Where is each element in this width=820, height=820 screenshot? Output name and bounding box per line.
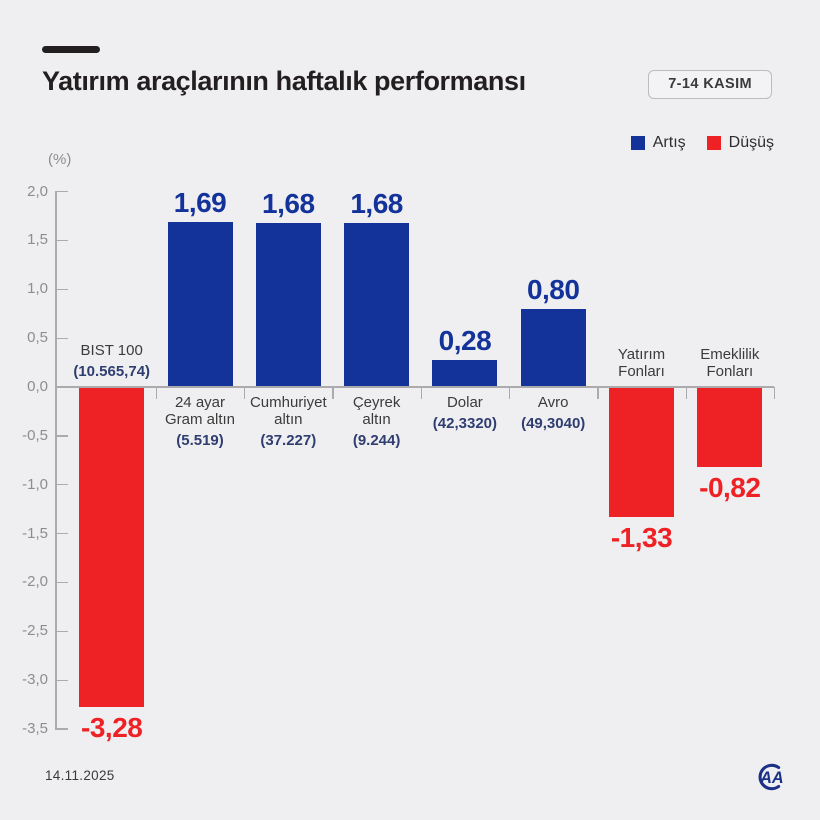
y-tick-mark bbox=[55, 484, 68, 486]
aa-agency-logo-icon: AA bbox=[753, 759, 789, 795]
y-tick-label: -2,0 bbox=[22, 573, 48, 591]
category-name-line: Fonları bbox=[618, 363, 665, 380]
category-current-value: (9.244) bbox=[352, 432, 401, 449]
bar-bist-100 bbox=[79, 388, 145, 708]
legend-item-0: Artış bbox=[630, 134, 686, 152]
category-label: Cumhuriyet altın (37.227) bbox=[218, 394, 358, 449]
bar-value-label: 1,68 bbox=[262, 187, 315, 219]
bar-cumhuriyet-altın bbox=[255, 222, 321, 386]
page-title: Yatırım araçlarının haftalık performansı bbox=[42, 66, 526, 96]
y-tick-label: -3,5 bbox=[22, 719, 48, 737]
category-name-line: Dolar bbox=[446, 394, 483, 411]
bar-çeyrek-altın bbox=[344, 222, 410, 386]
category-boundary-tick bbox=[597, 387, 599, 399]
bar-value-label: 1,69 bbox=[173, 186, 227, 218]
legend: Artış Düşüş bbox=[630, 134, 774, 152]
category-current-value: (37.227) bbox=[260, 432, 317, 449]
category-name-line: Gram altın bbox=[164, 411, 236, 428]
category-label: Çeyrek altın (9.244) bbox=[307, 394, 447, 449]
y-tick-label: 1,5 bbox=[27, 231, 48, 249]
y-tick-label: -2,5 bbox=[22, 622, 48, 640]
category-label: 24 ayar Gram altın (5.519) bbox=[130, 394, 270, 449]
y-tick-label: 2,0 bbox=[27, 182, 48, 200]
y-axis-unit-label: (%) bbox=[48, 151, 72, 168]
bar-value-label: 1,68 bbox=[350, 187, 403, 219]
bar-value-label: -0,82 bbox=[699, 472, 761, 504]
y-tick-label: 0,5 bbox=[27, 329, 48, 347]
category-name-line: altın bbox=[274, 411, 303, 428]
svg-text:AA: AA bbox=[759, 769, 783, 787]
date-range-badge: 7-14 KASIM bbox=[648, 70, 772, 99]
bar-value-label: 0,80 bbox=[526, 273, 580, 305]
bar-value-label: 0,28 bbox=[438, 324, 492, 356]
legend-label: Düşüş bbox=[728, 134, 774, 151]
category-name-line: 24 ayar bbox=[174, 394, 226, 411]
category-label: Yatırım Fonları bbox=[572, 346, 712, 380]
y-tick-mark bbox=[55, 288, 68, 290]
y-tick-mark bbox=[55, 435, 68, 437]
y-tick-mark bbox=[55, 191, 68, 193]
category-name-line: Cumhuriyet bbox=[249, 394, 327, 411]
y-tick-label: -1,5 bbox=[22, 524, 48, 542]
title-dash bbox=[42, 46, 100, 53]
y-axis-line bbox=[55, 191, 57, 729]
footer-date: 14.11.2025 bbox=[45, 768, 115, 783]
category-name-line: altın bbox=[362, 411, 391, 428]
y-tick-mark bbox=[55, 630, 68, 632]
bar-dolar bbox=[432, 359, 498, 386]
category-current-value: (42,3320) bbox=[432, 415, 497, 432]
category-name-line: Yatırım bbox=[617, 346, 666, 363]
legend-swatch-icon bbox=[630, 136, 645, 150]
category-boundary-tick bbox=[685, 387, 687, 399]
bar-value-label: -1,33 bbox=[610, 521, 673, 553]
bar-emeklilik-fonları bbox=[697, 388, 763, 468]
category-boundary-tick bbox=[244, 387, 246, 399]
y-tick-label: -0,5 bbox=[22, 426, 48, 444]
category-current-value: (49,3040) bbox=[521, 415, 586, 432]
category-current-value: (10.565,74) bbox=[73, 363, 151, 380]
category-name-line: Avro bbox=[537, 394, 569, 411]
zero-baseline bbox=[55, 386, 774, 388]
legend-swatch-icon bbox=[706, 136, 721, 150]
bar-avro bbox=[520, 308, 586, 386]
y-tick-mark bbox=[55, 728, 68, 730]
category-label: Avro (49,3040) bbox=[483, 394, 623, 432]
y-tick-mark bbox=[55, 533, 68, 535]
y-tick-label: 0,0 bbox=[27, 378, 48, 395]
y-tick-label: 1,0 bbox=[27, 280, 48, 298]
category-boundary-tick bbox=[773, 387, 776, 399]
legend-item-1: Düşüş bbox=[706, 134, 774, 152]
category-boundary-tick bbox=[420, 387, 422, 399]
y-tick-mark bbox=[55, 337, 68, 339]
y-tick-mark bbox=[55, 581, 68, 584]
category-label: BIST 100 (10.565,74) bbox=[42, 342, 182, 380]
legend-label: Artış bbox=[652, 134, 686, 151]
category-name-line: Emeklilik bbox=[700, 346, 760, 363]
category-name-line: Çeyrek bbox=[352, 394, 401, 411]
bar-24-ayar-gram-altın bbox=[167, 221, 233, 386]
category-boundary-tick bbox=[509, 387, 511, 399]
category-boundary-tick bbox=[332, 387, 334, 399]
category-label: Emeklilik Fonları bbox=[660, 346, 800, 380]
y-tick-label: -1,0 bbox=[22, 475, 48, 493]
y-tick-mark bbox=[55, 679, 68, 681]
y-tick-mark bbox=[55, 239, 68, 242]
y-tick-label: -3,0 bbox=[22, 671, 48, 689]
bar-value-label: -3,28 bbox=[81, 712, 143, 744]
bar-yatırım-fonları bbox=[609, 388, 674, 517]
category-name-line: Fonları bbox=[706, 363, 754, 380]
category-current-value: (5.519) bbox=[176, 432, 224, 449]
category-boundary-tick bbox=[155, 387, 158, 399]
category-name-line: BIST 100 bbox=[80, 342, 143, 359]
category-label: Dolar (42,3320) bbox=[395, 394, 535, 432]
